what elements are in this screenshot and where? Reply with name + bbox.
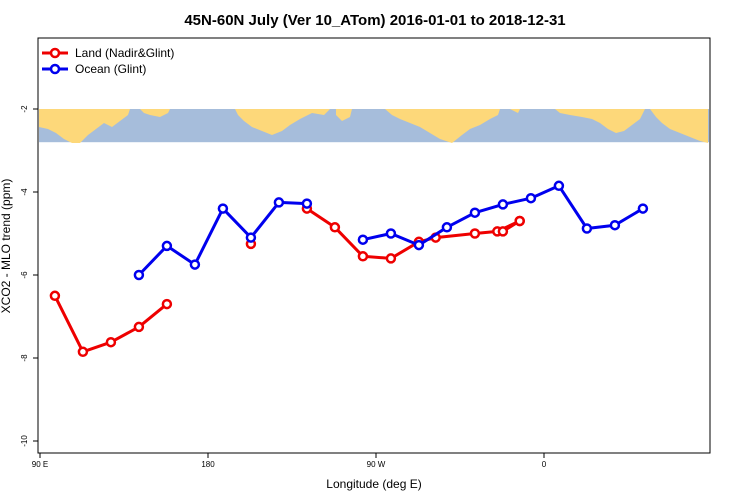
data-point [469, 228, 481, 239]
x-tick-label: 90 E [32, 460, 48, 469]
data-point [329, 222, 341, 233]
legend-marker-land [49, 47, 61, 59]
data-point [581, 223, 593, 234]
series-land [49, 203, 525, 358]
y-tick-label: -8 [20, 354, 29, 362]
y-axis: -2 -4 -6 -8 -10 [20, 105, 38, 447]
data-point [497, 199, 509, 210]
data-point [469, 207, 481, 218]
x-tick-label: 0 [542, 460, 547, 469]
plot-frame [37, 37, 711, 454]
y-tick-label: -2 [20, 105, 29, 113]
legend: Land (Nadir&Glint) Ocean (Glint) [42, 46, 174, 76]
legend-label-ocean: Ocean (Glint) [75, 62, 146, 76]
map-land [235, 109, 330, 135]
map-land [650, 109, 708, 143]
legend-label-land: Land (Nadir&Glint) [75, 46, 174, 60]
chart-title: 45N-60N July (Ver 10_ATom) 2016-01-01 to… [184, 12, 565, 29]
data-point [385, 228, 397, 239]
legend-item-land: Land (Nadir&Glint) [42, 46, 174, 60]
data-point [133, 269, 145, 281]
data-point [413, 239, 425, 251]
data-point [77, 346, 89, 358]
data-point [161, 298, 173, 310]
map-land [510, 109, 520, 113]
map-land [140, 109, 170, 117]
map-band [39, 109, 709, 143]
data-point [105, 336, 117, 348]
data-point [357, 234, 369, 245]
data-point [357, 251, 369, 262]
map-land [555, 109, 645, 133]
data-point [133, 321, 145, 333]
data-point [609, 219, 621, 231]
x-axis-label: Longitude (deg E) [326, 477, 421, 491]
x-tick-label: 90 W [367, 460, 386, 469]
data-point [514, 215, 525, 227]
series-layer [49, 180, 649, 358]
series-line [306, 207, 521, 260]
data-point [189, 259, 201, 270]
data-point [525, 192, 537, 204]
data-point [553, 180, 565, 192]
y-tick-label: -6 [20, 271, 29, 279]
data-point [273, 197, 285, 208]
y-tick-label: -4 [20, 188, 29, 196]
data-point [637, 203, 649, 214]
y-tick-label: -10 [20, 435, 29, 447]
data-point [497, 226, 509, 237]
legend-marker-ocean [49, 63, 61, 75]
data-point [245, 232, 257, 243]
data-point [385, 253, 397, 264]
map-land [385, 109, 500, 143]
data-point [301, 198, 313, 209]
data-point [441, 222, 453, 233]
data-point [161, 240, 173, 252]
data-point [217, 203, 229, 214]
legend-item-ocean: Ocean (Glint) [42, 62, 146, 76]
data-point [49, 290, 61, 302]
x-axis: 90 E 180 90 W 0 [32, 453, 547, 469]
y-axis-label: XCO2 - MLO trend (ppm) [0, 179, 13, 314]
map-land [39, 109, 130, 143]
x-tick-label: 180 [201, 460, 215, 469]
series-ocean [133, 180, 649, 281]
map-land [336, 109, 352, 121]
